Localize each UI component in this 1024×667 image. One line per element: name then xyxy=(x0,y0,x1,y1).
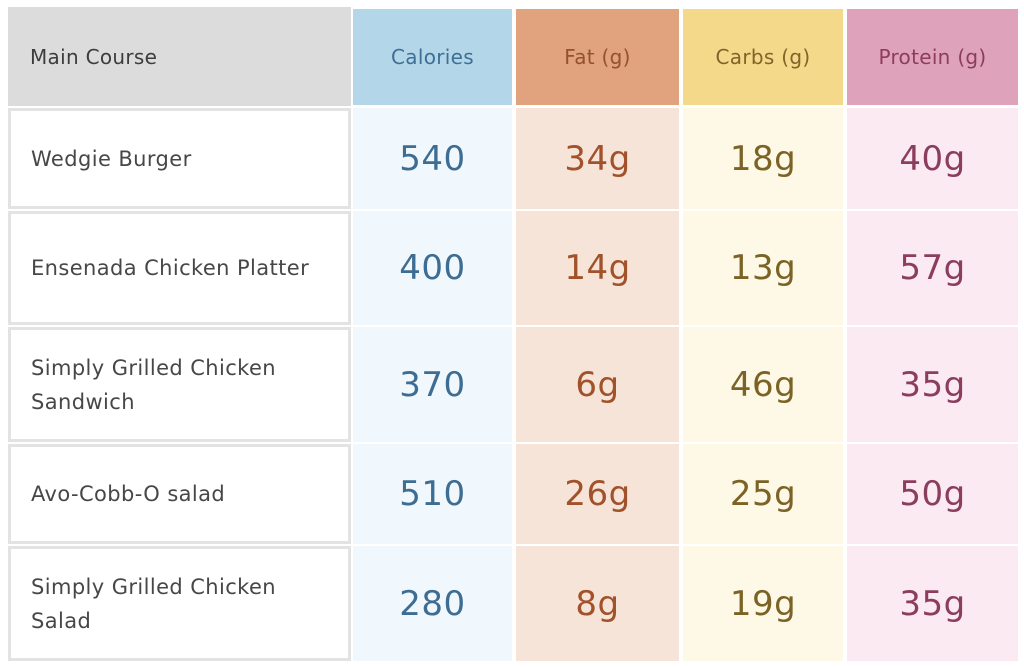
protein-cell: 57g xyxy=(847,211,1018,325)
dish-name: Ensenada Chicken Platter xyxy=(31,256,310,280)
header-calories: Calories xyxy=(353,9,512,105)
dish-name: Avo-Cobb-O salad xyxy=(31,482,226,506)
calories-cell: 400 xyxy=(353,211,512,325)
header-protein: Protein (g) xyxy=(847,9,1018,105)
fat-cell: 26g xyxy=(516,444,679,544)
carbs-cell: 46g xyxy=(683,327,843,442)
carbs-cell: 25g xyxy=(683,444,843,544)
protein-cell: 40g xyxy=(847,108,1018,209)
header-carbs: Carbs (g) xyxy=(683,9,843,105)
calories-cell: 370 xyxy=(353,327,512,442)
calories-cell: 540 xyxy=(353,108,512,209)
protein-cell: 35g xyxy=(847,546,1018,661)
row-name-cell: Avo-Cobb-O salad xyxy=(8,444,351,544)
row-name-cell: Wedgie Burger xyxy=(8,108,351,209)
row-name-cell: Simply Grilled Chicken Sandwich xyxy=(8,327,351,442)
protein-cell: 50g xyxy=(847,444,1018,544)
calories-cell: 280 xyxy=(353,546,512,661)
fat-cell: 8g xyxy=(516,546,679,661)
protein-cell: 35g xyxy=(847,327,1018,442)
carbs-cell: 19g xyxy=(683,546,843,661)
header-fat: Fat (g) xyxy=(516,9,679,105)
dish-name: Wedgie Burger xyxy=(31,146,192,171)
carbs-cell: 18g xyxy=(683,108,843,209)
row-name-cell: Simply Grilled Chicken Salad xyxy=(8,546,351,661)
row-name-cell: Ensenada Chicken Platter xyxy=(8,211,351,325)
fat-cell: 34g xyxy=(516,108,679,209)
calories-cell: 510 xyxy=(353,444,512,544)
dish-name: Simply Grilled Chicken Salad xyxy=(31,574,277,633)
dish-name: Simply Grilled Chicken Sandwich xyxy=(31,355,277,414)
fat-cell: 14g xyxy=(516,211,679,325)
fat-cell: 6g xyxy=(516,327,679,442)
carbs-cell: 13g xyxy=(683,211,843,325)
header-main-course: Main Course xyxy=(8,7,351,106)
